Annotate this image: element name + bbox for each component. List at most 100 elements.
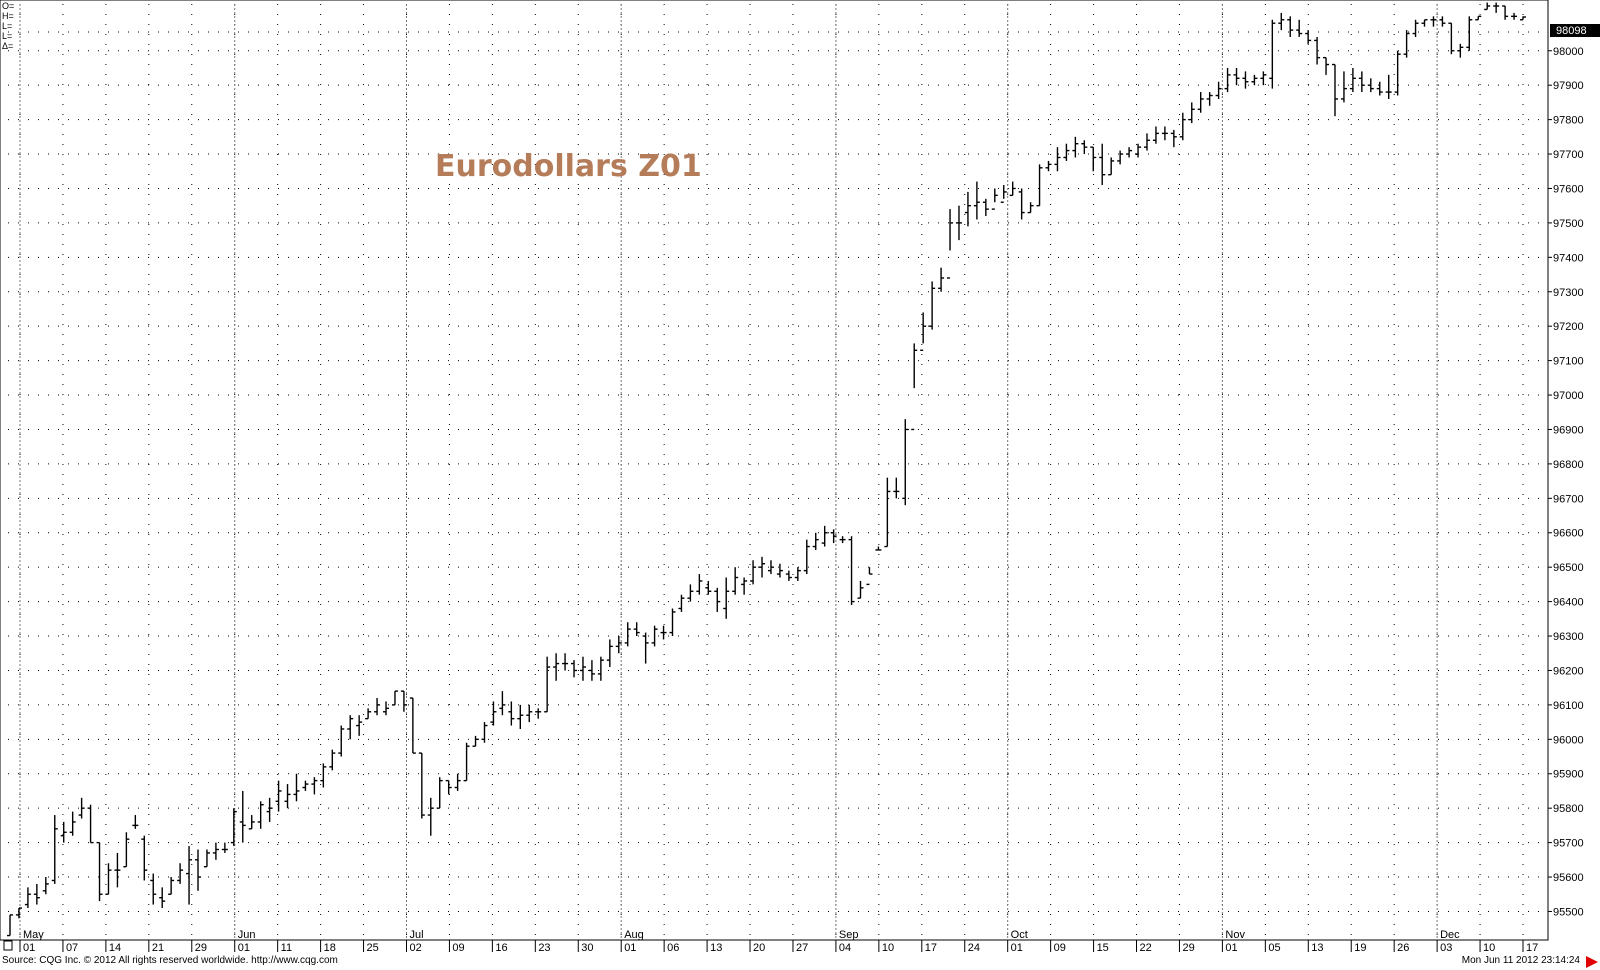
y-tick-label: 95800: [1553, 803, 1584, 815]
ohlc-bar: [7, 914, 13, 937]
ohlc-bar: [302, 780, 309, 791]
ohlc-bar: [1143, 133, 1150, 151]
ohlc-bar: [812, 532, 819, 550]
ohlc-bar: [1036, 164, 1043, 207]
ohlc-bar: [821, 525, 828, 547]
ohlc-bar: [759, 556, 766, 578]
ohlc-bar: [705, 580, 712, 595]
x-tick-label: 05: [1268, 942, 1280, 952]
ohlc-bar: [454, 773, 461, 791]
ohlc-bar: [669, 608, 676, 637]
ohlc-bar: [597, 656, 604, 681]
ohlc-bar: [248, 815, 255, 830]
ohlc-bar: [356, 715, 363, 736]
ohlc-bar: [123, 832, 130, 868]
ohlc-bar: [848, 536, 855, 606]
y-tick-label: 95900: [1553, 769, 1584, 781]
last-price-background: [1550, 24, 1600, 37]
ohlc-bar: [732, 567, 739, 595]
ohlc-bar: [562, 653, 569, 671]
ohlc-bar: [284, 784, 291, 809]
y-tick-label: 97700: [1553, 149, 1584, 161]
ohlc-bar: [293, 773, 300, 802]
y-tick-label: 96700: [1553, 493, 1584, 505]
scroll-right-arrow-icon[interactable]: [1586, 956, 1598, 968]
ohlc-bar: [1135, 143, 1142, 158]
ohlc-bar: [526, 704, 533, 723]
ohlc-bar: [400, 690, 407, 712]
y-tick-label: 97500: [1553, 218, 1584, 230]
y-tick-label: 96400: [1553, 597, 1584, 609]
month-label: Nov: [1225, 929, 1245, 941]
x-tick-label: 07: [66, 942, 78, 952]
ohlc-bar: [51, 815, 58, 884]
ohlc-bar: [15, 907, 22, 919]
ohlc-bar: [1108, 157, 1115, 176]
x-tick-label: 23: [538, 942, 550, 952]
y-tick-label: 97600: [1553, 183, 1584, 195]
ohlc-bar: [553, 653, 560, 681]
month-label: Jul: [409, 929, 423, 941]
ohlc-bar: [150, 873, 157, 905]
ohlc-bar: [893, 477, 900, 499]
ohlc-bar: [1403, 30, 1410, 58]
ohlc-bar: [132, 815, 139, 829]
ohlc-bar: [1251, 74, 1258, 86]
ohlc-bar: [750, 560, 757, 585]
ohlc-bar: [1188, 102, 1195, 124]
ohlc-bar: [964, 191, 971, 227]
x-tick-label: 20: [753, 942, 765, 952]
ohlc-bar: [1063, 143, 1070, 161]
ohlc-bar: [374, 698, 381, 716]
ohlc-bar: [1502, 5, 1509, 20]
ohlc-bar: [991, 188, 998, 210]
ohlc-bar: [517, 704, 524, 729]
ohlc-bar: [499, 691, 506, 716]
ohlc-bar: [1054, 147, 1061, 172]
ohlc-bar: [1045, 160, 1052, 172]
ohlc-bar: [159, 887, 166, 909]
x-tick-label: 16: [495, 942, 507, 952]
ohlc-bar: [221, 842, 228, 853]
ohlc-bar: [1000, 185, 1007, 203]
ohlc-bar: [141, 835, 148, 881]
ohlc-bar: [1090, 146, 1097, 172]
y-tick-label: 96900: [1553, 424, 1584, 436]
footer-timestamp: Mon Jun 11 2012 23:14:24: [1461, 955, 1580, 966]
ohlc-bar: [436, 777, 443, 809]
y-tick-label: 97400: [1553, 252, 1584, 264]
month-label: Sep: [839, 929, 859, 941]
ohlc-bar: [651, 625, 658, 647]
x-tick-label: 26: [1397, 942, 1409, 952]
x-tick-label: 19: [1354, 942, 1366, 952]
ohlc-bar: [776, 563, 783, 578]
ohlc-bar: [660, 625, 667, 640]
ohlc-bar: [1296, 19, 1303, 37]
ohlc-bar: [320, 763, 327, 788]
x-tick-label: 01: [1225, 942, 1237, 952]
ohlc-bar: [830, 529, 837, 544]
month-label: May: [23, 929, 44, 941]
ohlc-bar: [1430, 16, 1437, 27]
ohlc-bar: [875, 546, 882, 551]
ohlc-bar: [1197, 92, 1204, 113]
x-tick-label: 17: [1526, 942, 1538, 952]
x-tick-label: 04: [839, 942, 851, 952]
ohlc-bar: [1126, 147, 1133, 158]
ohlc-bar: [266, 797, 273, 822]
y-tick-label: 97900: [1553, 80, 1584, 92]
ohlc-bar: [463, 742, 470, 782]
ohlc-bar: [105, 863, 112, 895]
ohlc-bar: [239, 790, 246, 843]
ohlc-bar: [1439, 16, 1446, 27]
ohlc-bar: [481, 722, 488, 743]
ohlc-bar: [955, 205, 962, 241]
ohlc-bar: [230, 808, 237, 847]
x-tick-label: 29: [195, 942, 207, 952]
x-tick-label: 10: [1483, 942, 1495, 952]
ohlc-bar: [714, 587, 721, 612]
dotted-grid: [8, 4, 1548, 940]
ohlc-bar: [1072, 136, 1079, 158]
x-tick-label: 18: [324, 942, 336, 952]
ohlc-bar: [1161, 126, 1168, 141]
